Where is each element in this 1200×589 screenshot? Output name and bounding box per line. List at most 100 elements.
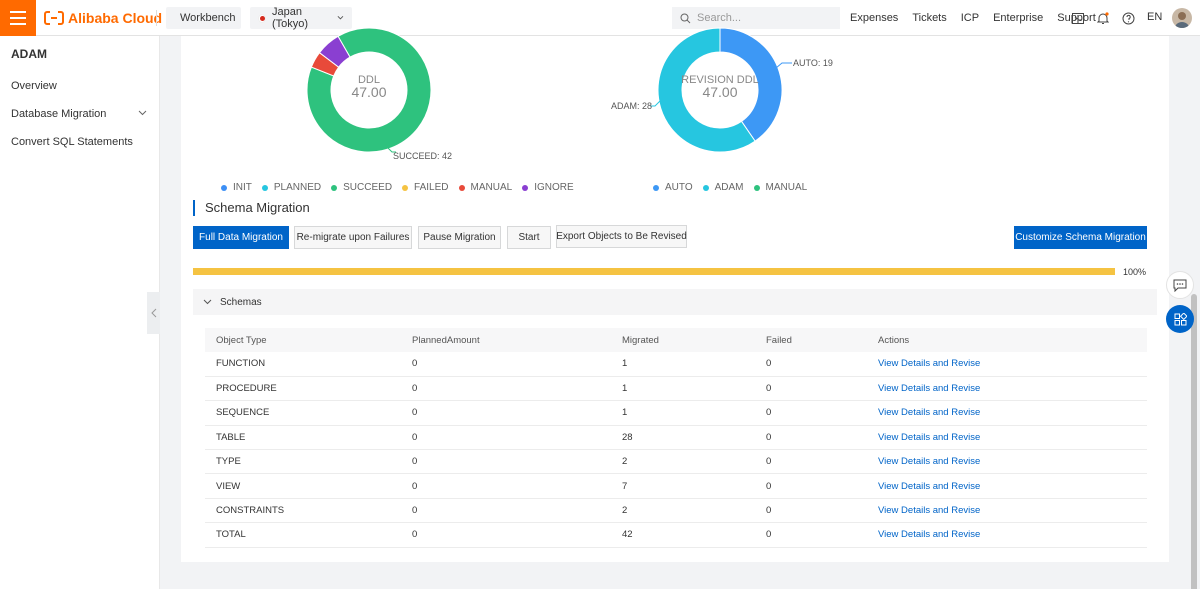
view-details-revise-link[interactable]: View Details and Revise: [878, 431, 981, 443]
remigrate-failures-button[interactable]: Re-migrate upon Failures: [294, 226, 412, 249]
chevron-left-icon: [150, 308, 156, 318]
language-selector[interactable]: EN: [1147, 11, 1163, 23]
region-selector[interactable]: Japan (Tokyo): [250, 6, 352, 30]
ddl-donut-chart: [306, 27, 432, 153]
apps-grid-button[interactable]: [1166, 305, 1194, 333]
cell-object-type: TOTAL: [205, 522, 401, 548]
legend-label: SUCCEED: [343, 182, 393, 193]
cell-failed: 0: [755, 376, 867, 402]
cell-migrated: 28: [611, 425, 755, 451]
enterprise-link[interactable]: Enterprise: [993, 12, 1044, 24]
alibaba-cloud-logo[interactable]: Alibaba Cloud: [44, 9, 162, 27]
table-row: TABLE 0 28 0 View Details and Revise: [205, 425, 1147, 451]
sidebar-item-overview[interactable]: Overview: [11, 80, 57, 92]
scrollbar-thumb[interactable]: [1191, 294, 1197, 589]
table-row: SEQUENCE 0 1 0 View Details and Revise: [205, 400, 1147, 426]
revision-center-label: REVISION DDL: [681, 74, 759, 86]
cell-actions: View Details and Revise: [867, 425, 1147, 451]
cell-actions: View Details and Revise: [867, 498, 1147, 524]
view-details-revise-link[interactable]: View Details and Revise: [878, 529, 981, 541]
cell-object-type: PROCEDURE: [205, 376, 401, 402]
cell-actions: View Details and Revise: [867, 352, 1147, 377]
sidebar-item-label: Database Migration: [11, 108, 107, 120]
hamburger-menu-icon[interactable]: [0, 0, 36, 36]
cell-actions: View Details and Revise: [867, 449, 1147, 475]
view-details-revise-link[interactable]: View Details and Revise: [878, 456, 981, 468]
view-details-revise-link[interactable]: View Details and Revise: [878, 505, 981, 517]
cell-object-type: FUNCTION: [205, 352, 401, 377]
view-details-revise-link[interactable]: View Details and Revise: [878, 358, 981, 370]
cell-actions: View Details and Revise: [867, 522, 1147, 548]
legend-label: MANUAL: [470, 182, 513, 193]
legend-dot: [653, 184, 659, 191]
export-objects-button[interactable]: Export Objects to Be Revised: [556, 225, 687, 248]
legend-item-auto[interactable]: AUTO: [653, 182, 693, 193]
view-details-revise-link[interactable]: View Details and Revise: [878, 407, 981, 419]
legend-dot: [221, 184, 227, 191]
cell-failed: 0: [755, 400, 867, 426]
accordion-label: Schemas: [220, 296, 262, 308]
table-row: TYPE 0 2 0 View Details and Revise: [205, 449, 1147, 475]
workbench-button[interactable]: Workbench: [166, 7, 241, 29]
legend-label: IGNORE: [534, 182, 574, 193]
legend-item-init[interactable]: INIT: [221, 182, 252, 193]
japan-flag-icon: [258, 13, 266, 23]
legend-item-failed[interactable]: FAILED: [402, 182, 449, 193]
sidebar-item-convert-sql[interactable]: Convert SQL Statements: [11, 136, 133, 148]
cell-failed: 0: [755, 498, 867, 524]
legend-dot: [458, 184, 465, 191]
header-links: Expenses Tickets ICP Enterprise Support: [850, 0, 1110, 36]
cell-planned-amount: 0: [401, 352, 611, 377]
terminal-icon[interactable]: [1070, 10, 1086, 26]
pause-migration-button[interactable]: Pause Migration: [418, 226, 501, 249]
auto-leader-line: [775, 62, 792, 69]
legend-item-manual-rev[interactable]: MANUAL: [753, 182, 807, 193]
view-details-revise-link[interactable]: View Details and Revise: [878, 480, 981, 492]
legend-dot: [753, 184, 760, 191]
icp-link[interactable]: ICP: [960, 12, 980, 24]
notification-bell-icon[interactable]: [1095, 10, 1111, 26]
tickets-link[interactable]: Tickets: [912, 12, 947, 24]
start-button[interactable]: Start: [507, 226, 551, 249]
legend-dot: [402, 184, 409, 191]
view-details-revise-link[interactable]: View Details and Revise: [878, 383, 981, 395]
legend-item-adam[interactable]: ADAM: [702, 182, 744, 193]
chat-feedback-button[interactable]: [1166, 271, 1194, 299]
ddl-legend: INIT PLANNED SUCCEED FAILED MANUAL IGNOR…: [221, 182, 584, 193]
table-row: VIEW 0 7 0 View Details and Revise: [205, 473, 1147, 499]
revision-slice-adam[interactable]: [657, 27, 756, 153]
schemas-accordion-header[interactable]: Schemas: [193, 289, 1157, 315]
search-icon: [680, 13, 691, 23]
cell-object-type: CONSTRAINTS: [205, 498, 401, 524]
sidebar-item-database-migration[interactable]: Database Migration: [11, 108, 151, 120]
legend-item-succeed[interactable]: SUCCEED: [331, 182, 392, 193]
customize-schema-migration-button[interactable]: Customize Schema Migration: [1014, 226, 1147, 249]
legend-item-manual[interactable]: MANUAL: [458, 182, 513, 193]
alibaba-logo-icon: [44, 11, 64, 25]
cell-migrated: 2: [611, 498, 755, 524]
expenses-link[interactable]: Expenses: [850, 12, 899, 24]
ddl-slice-succeed[interactable]: [306, 27, 432, 153]
ddl-slice-ignore[interactable]: [318, 35, 351, 68]
ddl-center-value: 47.00: [351, 84, 386, 100]
cell-failed: 0: [755, 522, 867, 548]
revision-slice-auto[interactable]: [719, 27, 783, 142]
full-data-migration-button[interactable]: Full Data Migration: [193, 226, 289, 249]
legend-label: FAILED: [414, 182, 449, 193]
legend-item-ignore[interactable]: IGNORE: [522, 182, 574, 193]
sidebar-collapse-handle[interactable]: [147, 292, 160, 334]
schema-migration-title: Schema Migration: [193, 200, 310, 216]
cell-object-type: SEQUENCE: [205, 400, 401, 426]
region-label: Japan (Tokyo): [272, 6, 309, 30]
search-input[interactable]: [697, 12, 827, 24]
cell-migrated: 1: [611, 352, 755, 377]
sidebar-title: ADAM: [11, 47, 47, 61]
page-scrollbar[interactable]: [1188, 36, 1200, 589]
help-icon[interactable]: [1120, 10, 1136, 26]
user-avatar[interactable]: [1172, 8, 1192, 28]
cell-planned-amount: 0: [401, 376, 611, 402]
search-box[interactable]: [672, 7, 840, 29]
legend-item-planned[interactable]: PLANNED: [261, 182, 321, 193]
apps-grid-icon: [1174, 312, 1187, 325]
